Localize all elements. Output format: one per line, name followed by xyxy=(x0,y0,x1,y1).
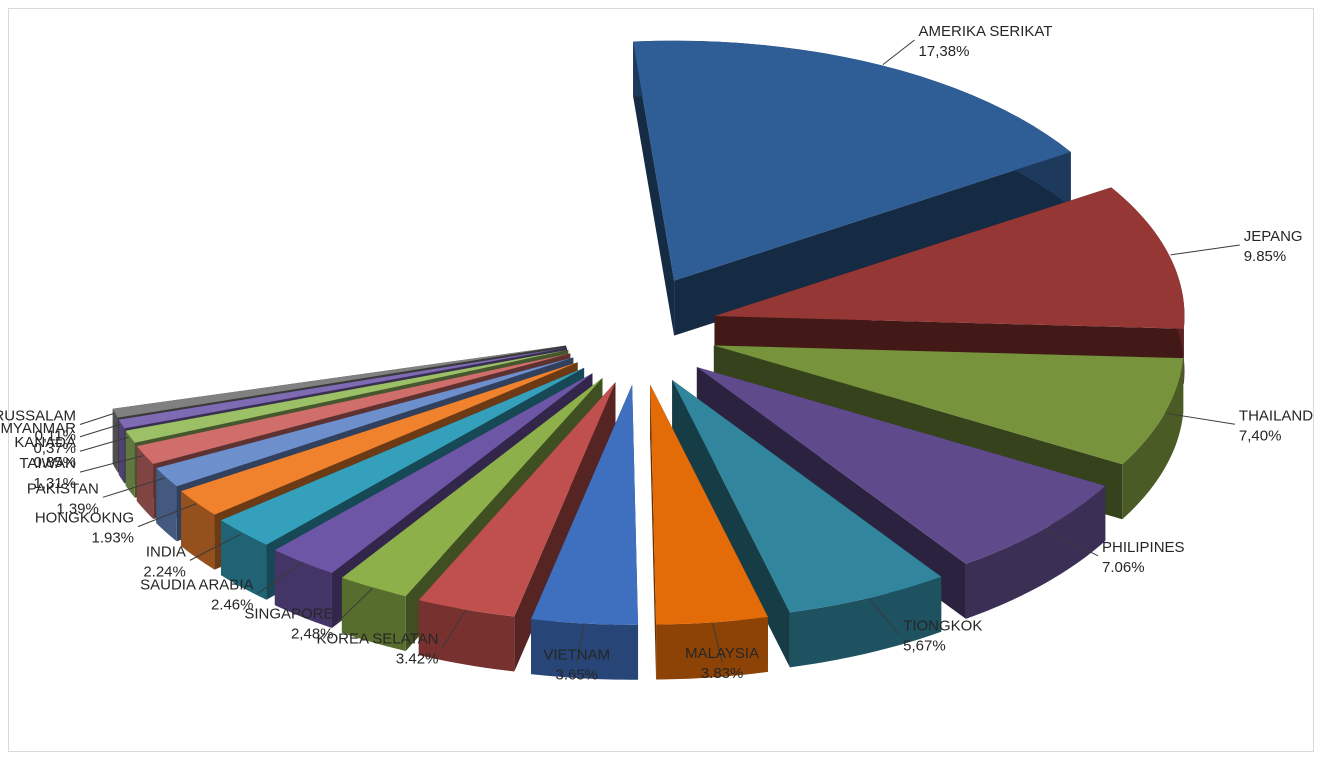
slice-label-name: KOREA SELATAN xyxy=(316,631,438,648)
slice-label-name: BRUNEI DARUSSALAM xyxy=(0,408,76,425)
slice-label-name: INDIA xyxy=(146,543,186,560)
leader-line-0 xyxy=(883,40,915,65)
slice-label-name: SINGAPORE xyxy=(244,605,333,622)
slice-label-value: 7,40% xyxy=(1239,427,1282,444)
slice-label-name: VIETNAM xyxy=(543,646,610,663)
slice-label-name: MALAYSIA xyxy=(685,645,759,662)
slice-label-name: JEPANG xyxy=(1244,228,1303,245)
slice-label-value: 9.85% xyxy=(1244,248,1287,265)
leader-line-1 xyxy=(1171,245,1240,255)
slice-label-value: 1.93% xyxy=(91,530,134,547)
slice-label-value: 2,48% xyxy=(291,625,334,642)
slice-label-value: 3.83% xyxy=(701,665,744,682)
slice-label-name: TIONGKOK xyxy=(903,617,982,634)
slice-label-value: 2.46% xyxy=(211,597,254,614)
slice-edge-15 xyxy=(119,420,125,484)
slice-label-value: 2.24% xyxy=(143,563,186,580)
slice-label-value: 3.65% xyxy=(555,666,598,683)
slice-label-value: 1.39% xyxy=(56,500,99,517)
slice-label-value: 7.06% xyxy=(1102,559,1145,576)
slice-label-value: 0,11% xyxy=(35,428,76,445)
leader-line-16 xyxy=(80,414,114,425)
slice-label-name: AMERIKA SERIKAT xyxy=(919,23,1053,40)
slice-label-value: 5,67% xyxy=(903,637,946,654)
slice-label-value: 17,38% xyxy=(919,43,970,60)
slice-label-name: THAILAND xyxy=(1239,407,1313,424)
slice-label-value: 1,31% xyxy=(33,475,76,492)
slice-label-name: PHILIPINES xyxy=(1102,539,1185,556)
slice-label-value: 3.42% xyxy=(396,651,439,668)
